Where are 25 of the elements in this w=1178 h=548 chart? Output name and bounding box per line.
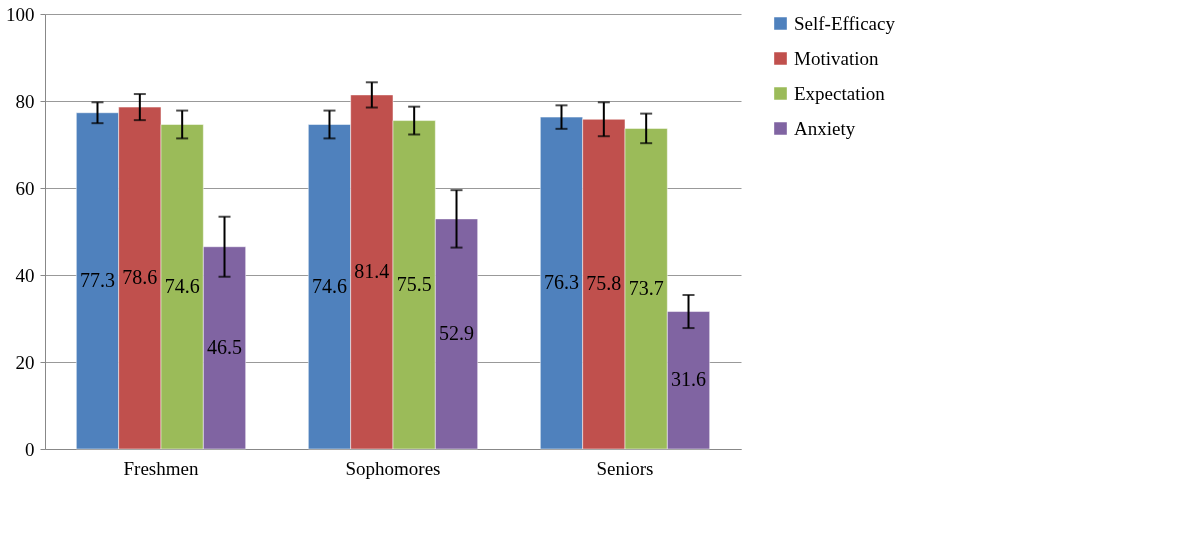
y-tick-label: 100 [6,3,35,25]
x-tick-label: Freshmen [123,457,199,479]
data-label: 75.5 [396,272,432,295]
y-tick-label: 60 [15,177,35,199]
legend-label: Motivation [794,47,879,69]
data-label: 31.6 [671,368,707,391]
data-label: 74.6 [311,274,347,297]
legend-label: Expectation [794,82,886,104]
x-tick-label: Seniors [596,457,654,479]
legend-label: Anxiety [794,117,856,139]
data-label: 74.6 [164,274,200,297]
data-label: 78.6 [122,266,158,289]
data-label: 81.4 [354,259,390,282]
y-tick-label: 80 [15,90,35,112]
x-tick-label: Sophomores [345,457,441,479]
data-label: 76.3 [543,271,579,294]
data-label: 75.8 [586,272,622,295]
data-label: 52.9 [439,321,475,344]
legend-label: Self-Efficacy [794,12,896,34]
data-label: 73.7 [628,276,664,299]
y-tick-label: 0 [25,438,35,460]
data-label: 77.3 [79,268,115,291]
y-tick-label: 40 [15,264,35,286]
y-tick-label: 20 [15,351,35,373]
data-label: 46.5 [207,335,243,358]
